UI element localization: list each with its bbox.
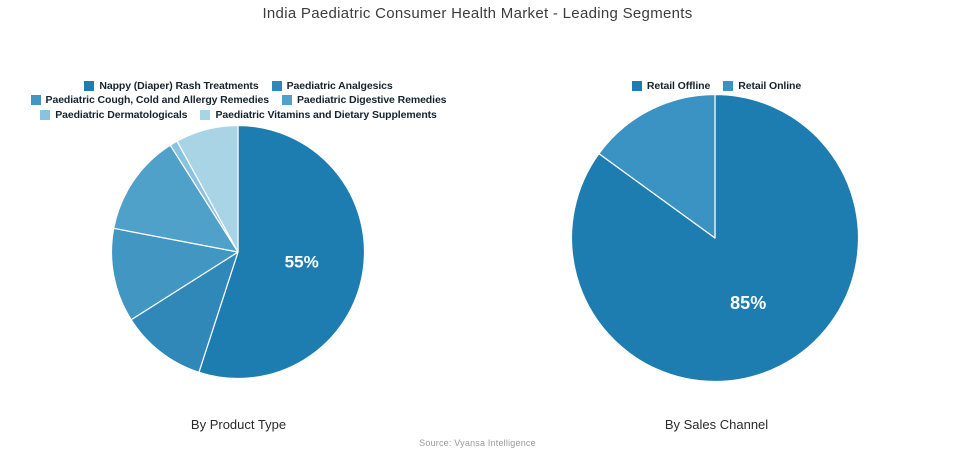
legend-swatch-icon bbox=[631, 80, 642, 91]
legend-label: Paediatric Analgesics bbox=[286, 79, 393, 92]
legend-label: Paediatric Vitamins and Dietary Suppleme… bbox=[215, 108, 437, 121]
source-credit: Source: Vyansa Intelligence bbox=[419, 438, 536, 448]
legend-swatch-icon bbox=[30, 95, 41, 105]
slice-percentage-label-retail-offline: 85% bbox=[730, 293, 766, 313]
legend-row: Paediatric Cough, Cold and Allergy Remed… bbox=[30, 94, 447, 107]
product-type-legend: Nappy (Diaper) Rash Treatments Paediatric… bbox=[0, 79, 477, 121]
pie-slice-paediatric-digestive-remedies bbox=[113, 144, 239, 253]
legend-item-paediatric-dermatologicals: Paediatric Dermatologicals bbox=[40, 108, 188, 121]
legend-label: Paediatric Digestive Remedies bbox=[297, 94, 447, 106]
legend-swatch-icon bbox=[200, 109, 211, 120]
legend-swatch-icon bbox=[282, 95, 292, 105]
legend-item-paediatric-vitamins-and-dietary-supplements: Paediatric Vitamins and Dietary Suppleme… bbox=[200, 108, 437, 121]
legend-swatch-icon bbox=[40, 109, 51, 120]
legend-row: Paediatric Dermatologicals Paediatric Vit… bbox=[40, 108, 437, 121]
legend-item-retail-offline: Retail Offline bbox=[631, 79, 711, 92]
legend-swatch-icon bbox=[271, 80, 282, 91]
pie-slice-paediatric-analgesics bbox=[130, 251, 239, 373]
product-type-caption: By Product Type bbox=[190, 417, 287, 432]
pie-slice-paediatric-vitamins-and-dietary-supplements bbox=[176, 124, 239, 253]
legend-swatch-icon bbox=[84, 80, 95, 91]
pie-slice-retail-offline bbox=[570, 93, 860, 383]
sales-channel-legend: Retail Offline Retail Online bbox=[478, 79, 955, 92]
legend-item-paediatric-analgesics: Paediatric Analgesics bbox=[271, 79, 393, 92]
legend-item-nappy-diaper-rash-treatments: Nappy (Diaper) Rash Treatments bbox=[84, 79, 259, 92]
pie-slice-retail-online bbox=[598, 93, 716, 239]
legend-label: Retail Online bbox=[738, 79, 802, 92]
legend-row: Retail Offline Retail Online bbox=[631, 79, 801, 92]
legend-item-retail-online: Retail Online bbox=[723, 80, 801, 92]
legend-item-paediatric-digestive-remedies: Paediatric Digestive Remedies bbox=[282, 94, 447, 106]
legend-label: Paediatric Cough, Cold and Allergy Remed… bbox=[45, 94, 270, 106]
sales-channel-caption: By Sales Channel bbox=[664, 417, 769, 432]
slice-percentage-label-nappy-diaper-rash-treatments: 55% bbox=[285, 253, 319, 272]
chart-title: India Paediatric Consumer Health Market … bbox=[262, 5, 693, 22]
legend-swatch-icon bbox=[723, 80, 734, 91]
legend-item-paediatric-cough-cold-and-allergy-remedies: Paediatric Cough, Cold and Allergy Remed… bbox=[30, 94, 270, 106]
product-type-pie-chart: 55% bbox=[110, 124, 366, 380]
pie-slice-paediatric-cough-cold-and-allergy-remedies bbox=[110, 227, 239, 321]
pie-slice-nappy-diaper-rash-treatments bbox=[198, 124, 366, 380]
sales-channel-pie-chart: 85% bbox=[570, 93, 860, 383]
legend-label: Retail Offline bbox=[646, 79, 711, 92]
legend-label: Nappy (Diaper) Rash Treatments bbox=[99, 79, 259, 92]
legend-row: Nappy (Diaper) Rash Treatments Paediatric… bbox=[84, 79, 393, 92]
legend-label: Paediatric Dermatologicals bbox=[55, 108, 188, 121]
